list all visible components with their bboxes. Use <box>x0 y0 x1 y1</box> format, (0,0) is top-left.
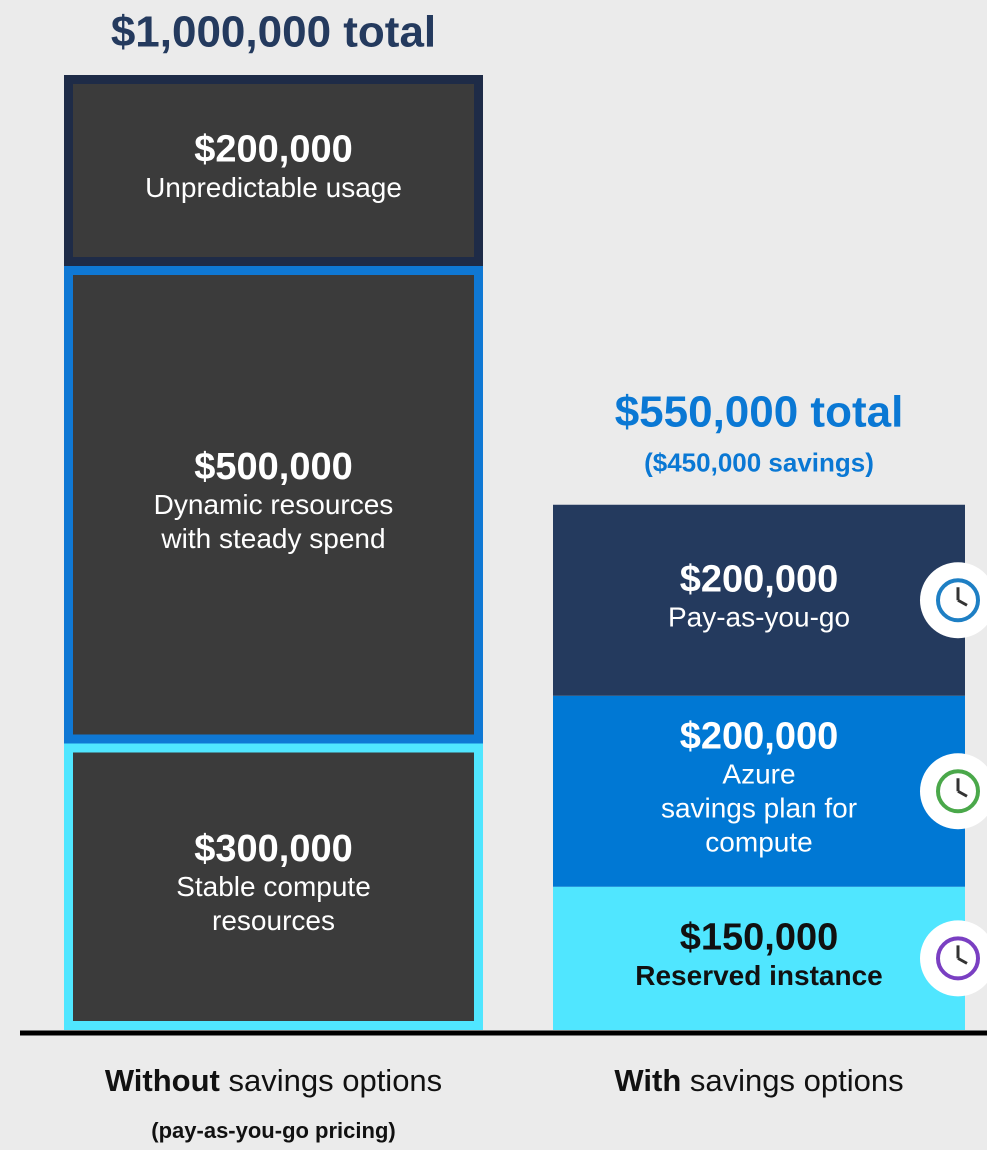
icon-clock <box>936 936 980 981</box>
segment-name: compute <box>705 827 812 858</box>
segment-name: Unpredictable usage <box>145 172 402 203</box>
category-label-strong: With <box>614 1063 681 1098</box>
icon-hand <box>957 598 968 607</box>
segment-value-label: $200,000 <box>194 129 353 171</box>
segment-name: with steady spend <box>160 523 385 554</box>
category-label-strong: Without <box>105 1063 220 1098</box>
icon-hand <box>957 957 968 965</box>
segment-name: Reserved instance <box>635 960 882 991</box>
bar-segment <box>553 886 965 1030</box>
icon-badge <box>920 753 987 830</box>
segment-inner <box>73 84 474 257</box>
segment-name: savings plan for <box>661 793 857 824</box>
category-annotation: (pay-as-you-go pricing) <box>151 1118 395 1143</box>
segment-value-label: $200,000 <box>680 558 839 600</box>
segment-inner <box>73 275 474 735</box>
segment-name: Azure <box>722 759 795 790</box>
bar-total-label: $1,000,000 total <box>111 8 436 57</box>
bar-total-label: $550,000 total <box>615 387 904 436</box>
icon-hand <box>957 789 968 798</box>
icon-clock <box>936 769 980 814</box>
category-label-rest: savings options <box>220 1063 442 1098</box>
category-label: With savings options <box>614 1063 903 1098</box>
segment-value-label: $300,000 <box>194 828 353 870</box>
segment-name: Stable compute <box>176 871 371 902</box>
segment-name: resources <box>212 905 335 936</box>
segment-value-label: $500,000 <box>194 446 353 488</box>
icon-clock <box>936 578 980 623</box>
bar-subtitle: ($450,000 savings) <box>644 448 874 478</box>
bar-segment <box>553 695 965 887</box>
category-label: Without savings options <box>105 1063 442 1098</box>
segment-name: Dynamic resources <box>154 489 394 520</box>
segment-inner <box>73 752 474 1021</box>
category-label-rest: savings options <box>681 1063 903 1098</box>
bar-segment <box>553 504 965 696</box>
icon-badge <box>920 920 987 997</box>
segment-name: Pay-as-you-go <box>668 602 850 633</box>
segment-value-label: $150,000 <box>680 916 839 958</box>
segment-value-label: $200,000 <box>680 715 839 757</box>
icon-badge <box>920 562 987 639</box>
